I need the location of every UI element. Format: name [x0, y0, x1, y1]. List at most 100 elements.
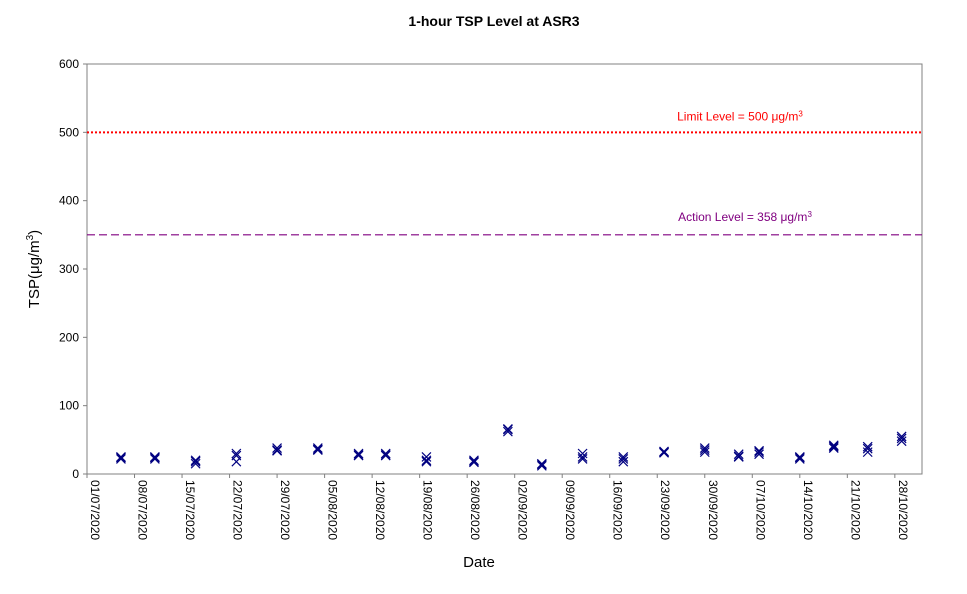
- data-point: [380, 448, 391, 459]
- data-point: [353, 448, 364, 459]
- y-axis: 0 100 200 300 400 500 600: [59, 57, 87, 481]
- data-point-stroke: [149, 454, 160, 464]
- x-tick-label: 05/08/2020: [326, 480, 340, 540]
- data-point-stroke: [828, 440, 839, 451]
- data-point: [272, 445, 283, 456]
- y-tick-label: 0: [72, 467, 79, 481]
- data-point: [502, 426, 513, 437]
- data-point: [312, 444, 323, 455]
- x-tick-label: 16/09/2020: [611, 480, 625, 540]
- data-point-stroke: [577, 454, 588, 464]
- data-point-stroke: [421, 456, 432, 467]
- data-point: [190, 458, 201, 469]
- data-point: [828, 443, 839, 453]
- data-point: [536, 460, 547, 471]
- data-point: [733, 449, 744, 460]
- data-point-stroke: [116, 452, 126, 463]
- data-point: [577, 451, 588, 462]
- x-tick-label: 07/10/2020: [753, 480, 767, 540]
- data-point: [733, 451, 744, 462]
- action-level-label-sup: 3: [807, 210, 812, 219]
- x-tick-label: 26/08/2020: [468, 480, 482, 540]
- y-axis-label-close: ): [26, 230, 43, 235]
- x-tick-label: 01/07/2020: [88, 480, 102, 540]
- x-axis-label: Date: [463, 554, 495, 571]
- data-point-stroke: [536, 459, 547, 470]
- data-point: [896, 433, 907, 444]
- data-point: [190, 455, 201, 466]
- data-point: [502, 423, 513, 434]
- x-tick-label: 08/07/2020: [136, 480, 150, 540]
- data-point-stroke: [577, 451, 588, 462]
- data-point-stroke: [380, 448, 391, 459]
- data-point-stroke: [794, 454, 805, 464]
- data-point-stroke: [828, 441, 839, 452]
- data-point-stroke: [353, 448, 364, 459]
- x-tick-label: 23/09/2020: [658, 480, 672, 540]
- data-point: [231, 450, 242, 461]
- y-axis-label-base: TSP(: [26, 274, 43, 308]
- data-point-stroke: [231, 450, 242, 461]
- y-axis-label-sup: 3: [25, 234, 36, 240]
- data-point-stroke: [699, 445, 710, 456]
- data-point: [380, 449, 391, 460]
- x-tick-label: 30/09/2020: [706, 480, 720, 540]
- y-tick-label: 300: [59, 262, 79, 276]
- y-axis-label: TSP(μg/m3): [25, 230, 43, 308]
- data-point-stroke: [502, 423, 513, 434]
- y-tick-label: 400: [59, 194, 79, 208]
- data-point-stroke: [272, 443, 283, 453]
- data-point: [536, 459, 547, 470]
- data-point: [754, 445, 764, 456]
- x-tick-label: 02/09/2020: [516, 480, 530, 540]
- data-point-stroke: [116, 454, 126, 464]
- data-point-stroke: [536, 460, 547, 471]
- data-point-stroke: [421, 451, 432, 462]
- data-point-stroke: [618, 454, 629, 464]
- data-point: [896, 431, 907, 442]
- x-tick-label: 28/10/2020: [896, 480, 910, 540]
- data-point: [828, 440, 839, 451]
- data-point-stroke: [733, 451, 744, 462]
- data-point-stroke: [699, 443, 710, 453]
- limit-level-label: Limit Level = 500 μg/m3: [677, 109, 803, 123]
- data-point-stroke: [896, 431, 907, 442]
- data-point-stroke: [862, 443, 873, 454]
- data-point-stroke: [618, 456, 629, 467]
- y-tick-label: 600: [59, 57, 79, 71]
- data-point-stroke: [149, 451, 160, 462]
- data-point-stroke: [353, 449, 364, 460]
- x-tick-label: 15/07/2020: [183, 480, 197, 540]
- data-point: [312, 443, 323, 453]
- data-point-stroke: [754, 449, 764, 460]
- data-point-stroke: [659, 447, 669, 458]
- data-point-stroke: [312, 443, 323, 453]
- y-tick-label: 100: [59, 399, 79, 413]
- y-axis-label-unit: μg/m: [26, 240, 43, 274]
- x-tick-label: 09/09/2020: [563, 480, 577, 540]
- data-point: [794, 452, 805, 463]
- data-point-stroke: [190, 456, 201, 467]
- data-point: [149, 454, 160, 464]
- data-point-stroke: [502, 426, 513, 437]
- data-point-stroke: [794, 452, 805, 463]
- data-point: [618, 451, 629, 462]
- data-point: [862, 443, 873, 454]
- action-level-label-text: Action Level = 358 μg/m: [678, 210, 807, 224]
- y-tick-label: 200: [59, 330, 79, 344]
- data-point-stroke: [272, 445, 283, 456]
- data-point: [421, 451, 432, 462]
- data-point: [469, 455, 479, 466]
- data-point: [618, 456, 629, 467]
- data-point: [862, 447, 873, 458]
- x-tick-label: 21/10/2020: [848, 480, 862, 540]
- data-point-stroke: [380, 449, 391, 460]
- y-tick-label: 500: [59, 125, 79, 139]
- data-point: [828, 441, 839, 452]
- data-point: [149, 451, 160, 462]
- x-tick-label: 22/07/2020: [231, 480, 245, 540]
- data-point-stroke: [312, 444, 323, 455]
- data-point: [896, 436, 907, 447]
- data-point-stroke: [190, 458, 201, 469]
